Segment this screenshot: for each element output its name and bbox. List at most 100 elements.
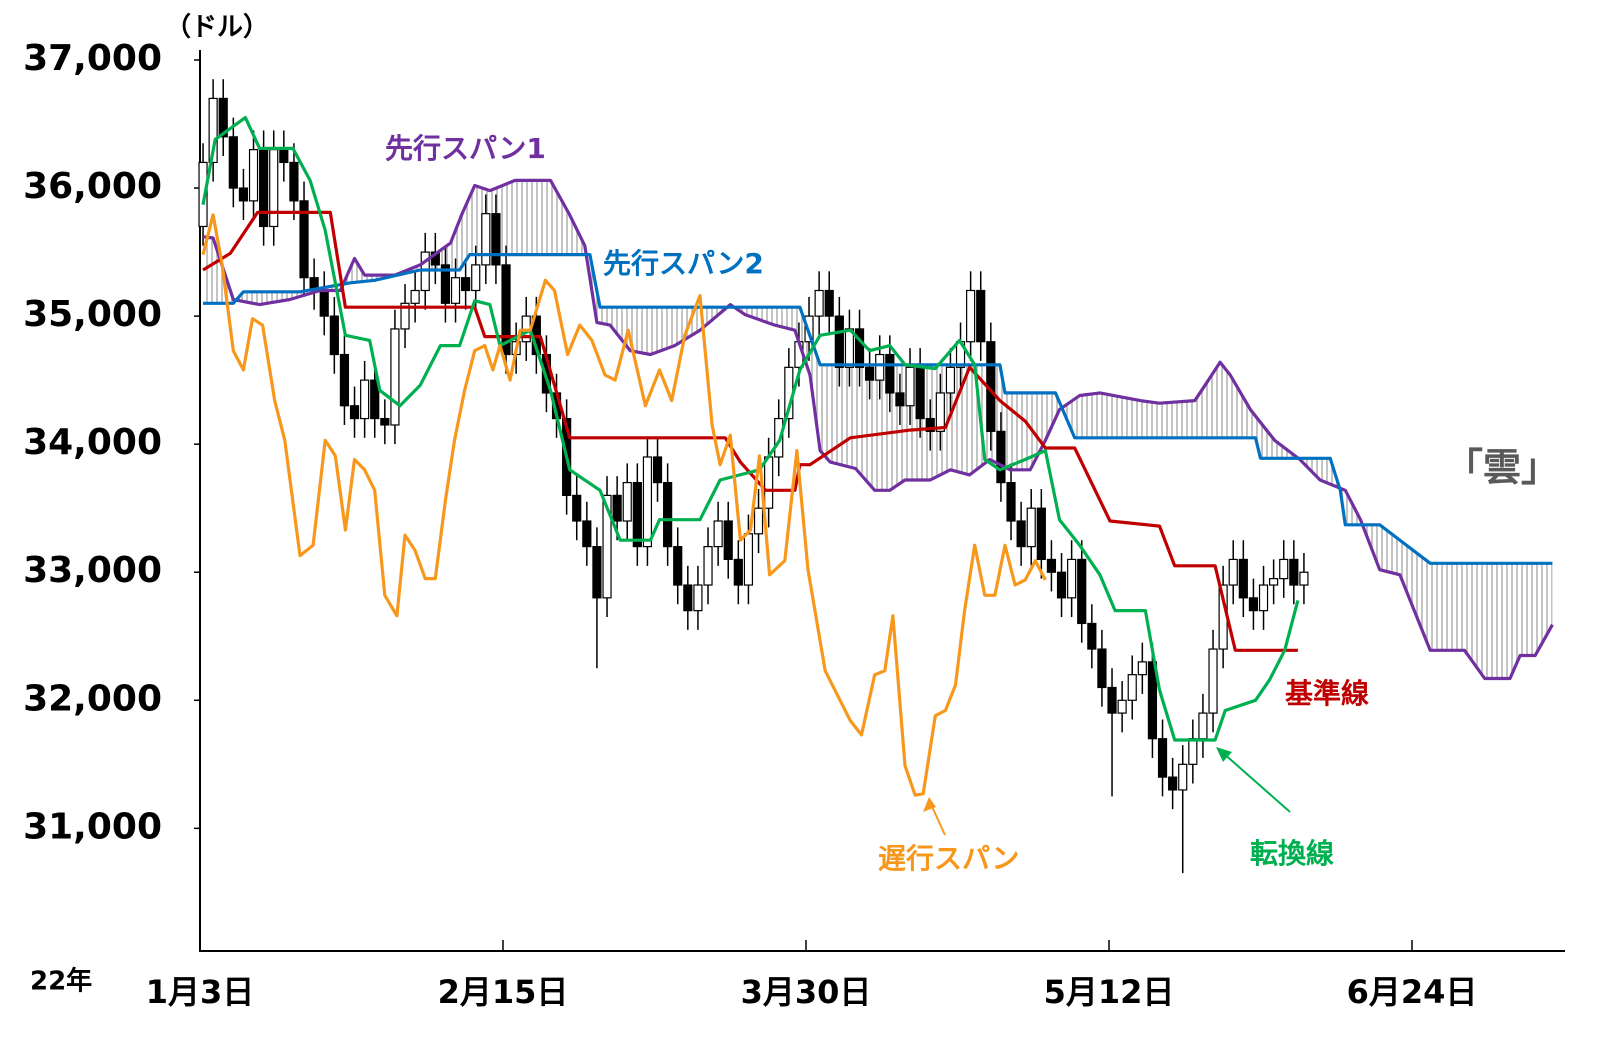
candle-body [360, 379, 370, 420]
candle-body [329, 315, 339, 356]
line [203, 253, 1553, 565]
y-tick-label: 32,000 [23, 678, 162, 719]
candle-body [1137, 661, 1147, 676]
candle-body [1147, 661, 1158, 740]
line [201, 116, 1300, 742]
candle-body [814, 289, 824, 317]
arrow-head [923, 797, 936, 812]
candle-body [673, 546, 683, 586]
candle-body [1067, 558, 1077, 599]
candle-body [976, 289, 986, 343]
candle-body [461, 277, 471, 292]
candle-body [289, 161, 299, 202]
candle-body [1117, 699, 1127, 714]
candle-body [824, 289, 834, 317]
x-tick-label: 6月24日 [1347, 973, 1478, 1011]
candle-body [1208, 648, 1218, 714]
candle-body [1046, 558, 1057, 573]
candle-body [228, 136, 238, 189]
candle-body [865, 366, 875, 381]
candle-body [1299, 571, 1309, 586]
candle-body [1036, 507, 1046, 561]
candle-body [450, 277, 461, 304]
series-label: 転換線 [1250, 837, 1334, 870]
candle-body [966, 289, 976, 343]
y-tick-label: 31,000 [23, 806, 162, 847]
y-unit: （ドル） [165, 13, 269, 43]
candle-body [723, 520, 733, 561]
year-label: 22年 [30, 966, 92, 997]
arrow-head [1216, 747, 1232, 762]
series-label: 先行スパン2 [603, 247, 764, 280]
candle-body [269, 149, 279, 228]
candle-body [1228, 558, 1238, 586]
candle-body [1006, 481, 1016, 522]
candle-body [905, 366, 915, 407]
x-tick-label: 3月30日 [741, 973, 872, 1011]
candle-body [1087, 622, 1097, 650]
line [202, 210, 1298, 652]
candle-body [1016, 520, 1026, 548]
candle-body [844, 328, 855, 368]
candle-body [319, 289, 329, 317]
candle-body [875, 353, 885, 381]
candle-body [1077, 558, 1087, 625]
candle-body [1168, 776, 1178, 791]
cloud [203, 180, 1553, 679]
line [201, 213, 1047, 797]
candle-body [440, 264, 451, 304]
y-tick-label: 37,000 [23, 38, 162, 79]
candle-body [572, 494, 582, 522]
candle-body [1238, 558, 1248, 599]
candle-body [652, 456, 663, 484]
x-tick-label: 1月3日 [146, 973, 255, 1011]
candle-body [1198, 712, 1208, 740]
y-tick-label: 35,000 [23, 294, 162, 335]
candle-body [198, 161, 208, 228]
y-tick-label: 34,000 [23, 422, 162, 463]
candle-body [339, 353, 350, 407]
candle-body [592, 546, 602, 599]
candle-body [834, 315, 844, 368]
candle-body [642, 456, 653, 548]
candle-body [612, 494, 622, 522]
candle-body [1258, 584, 1269, 612]
series-label: 先行スパン1 [385, 132, 546, 165]
candle-body [733, 558, 743, 586]
candle-body [370, 379, 380, 420]
candle-body [683, 584, 693, 612]
candle-body [248, 149, 259, 202]
candle-body [996, 430, 1006, 484]
candle-body [1178, 763, 1188, 791]
candle-body [602, 494, 612, 599]
candle-body [753, 507, 764, 535]
candle-body [774, 417, 784, 458]
candle-body [945, 366, 956, 394]
x-tick-label: 5月12日 [1044, 973, 1175, 1011]
candle-body [1289, 558, 1299, 586]
candle-body [703, 546, 713, 586]
candle-body [1279, 558, 1289, 580]
candle-body [380, 417, 390, 426]
y-tick-label: 36,000 [23, 166, 162, 207]
candle-body [259, 149, 269, 228]
candle-body [854, 328, 865, 368]
candle-body [1097, 648, 1107, 689]
candle-body [238, 187, 249, 202]
candle-body [1127, 674, 1137, 701]
series-label: 遅行スパン [878, 842, 1019, 875]
candle-body [1188, 738, 1198, 765]
candle-body [622, 481, 632, 522]
arrow [1221, 751, 1291, 813]
candle-body [693, 584, 703, 612]
candle-body [501, 264, 511, 356]
candle-body [915, 366, 925, 420]
candle-body [885, 353, 895, 394]
candle-body [1056, 571, 1067, 599]
x-tick-label: 2月15日 [438, 973, 569, 1011]
candle-body [1269, 578, 1279, 586]
candle-body [895, 392, 905, 407]
candle-body [1157, 738, 1168, 778]
candle-body [632, 481, 642, 548]
